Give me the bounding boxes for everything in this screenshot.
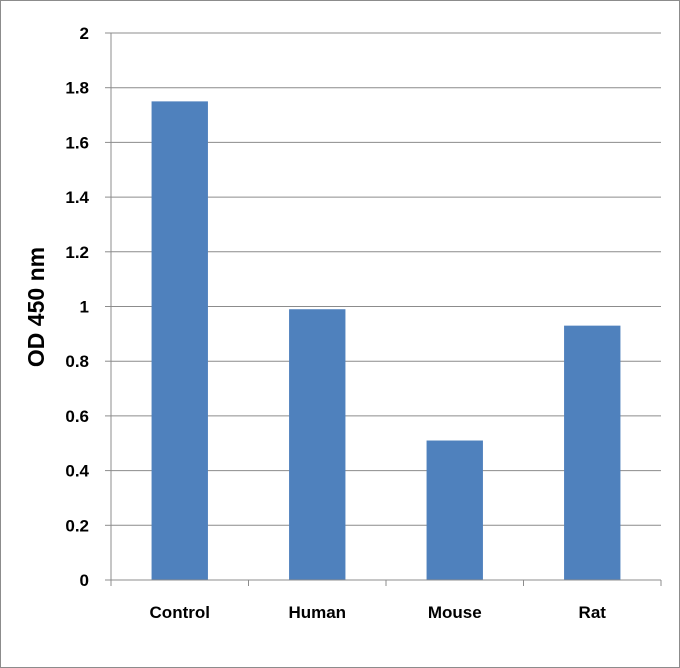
y-tick-labels: 0 0.2 0.4 0.6 0.8 1 1.2 1.4 1.6 1.8 2 — [65, 24, 89, 590]
bar-rat — [564, 325, 621, 580]
y-tick-label: 1.8 — [65, 79, 89, 98]
y-tick-label: 1.2 — [65, 243, 89, 262]
y-tick-label: 1.4 — [65, 188, 89, 207]
y-tick-label: 2 — [80, 24, 89, 43]
x-tick-label-rat: Rat — [579, 603, 607, 622]
bar-mouse — [426, 440, 483, 580]
y-tick-label: 1.6 — [65, 133, 89, 152]
y-axis-label: OD 450 nm — [23, 247, 49, 367]
x-tick-label-control: Control — [150, 603, 210, 622]
y-tick-label: 0.8 — [65, 352, 89, 371]
bar-human — [289, 309, 346, 580]
x-tick-label-human: Human — [288, 603, 346, 622]
x-tick-label-mouse: Mouse — [428, 603, 482, 622]
y-tick-label: 1 — [80, 298, 89, 317]
y-tick-label: 0.6 — [65, 407, 89, 426]
x-tick-labels: Control Human Mouse Rat — [150, 603, 607, 622]
bars — [151, 101, 621, 580]
y-tick-label: 0 — [80, 571, 89, 590]
axes — [105, 32, 662, 586]
y-tick-label: 0.2 — [65, 516, 89, 535]
y-tick-label: 0.4 — [65, 462, 89, 481]
bar-control — [151, 101, 208, 580]
